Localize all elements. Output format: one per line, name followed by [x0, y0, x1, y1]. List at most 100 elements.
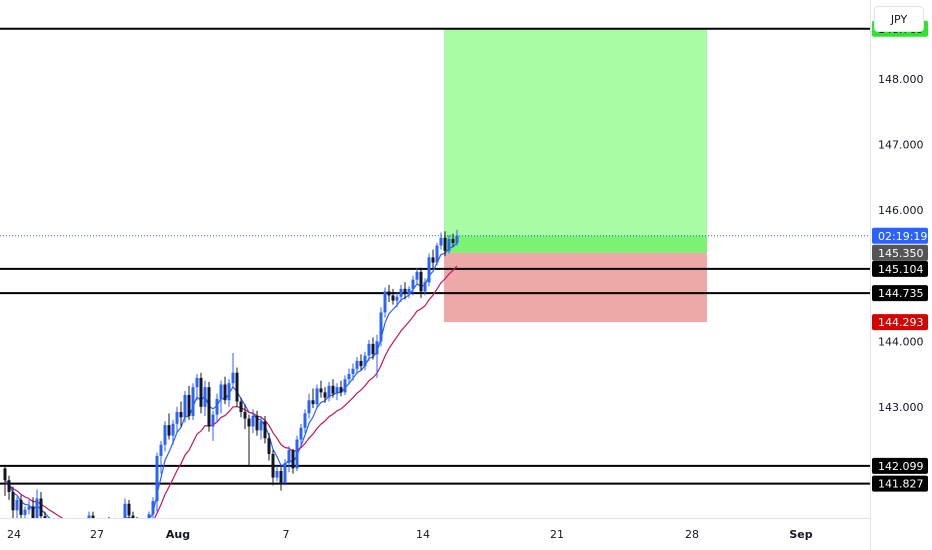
price-tag-level-bg: [872, 285, 928, 302]
candle-body: [231, 372, 235, 384]
candle-body: [195, 377, 199, 388]
candle-body: [339, 387, 343, 393]
price-tag-level-text: 142.099: [878, 460, 924, 473]
candle-body: [171, 423, 175, 436]
candle-body: [187, 394, 191, 416]
candle-body: [167, 425, 171, 436]
candle: [271, 450, 275, 486]
position-zones: [444, 28, 707, 323]
candle-body: [235, 372, 239, 402]
time-tick-label: Sep: [789, 528, 812, 541]
candle: [203, 380, 207, 416]
candle: [391, 288, 395, 305]
candle: [455, 229, 459, 246]
candle: [251, 409, 255, 433]
candle: [263, 415, 267, 444]
candle-body: [299, 427, 303, 440]
candle: [127, 499, 131, 520]
candle: [383, 287, 387, 318]
candle-body: [175, 412, 179, 424]
candle: [419, 269, 423, 299]
candle-body: [7, 480, 11, 492]
candle-body: [263, 421, 267, 439]
candle: [331, 379, 335, 398]
time-tick-label: 21: [550, 528, 564, 541]
candle-body: [123, 503, 127, 525]
candle-body: [387, 291, 391, 296]
price-tick-label: 144.000: [878, 335, 924, 348]
candle-body: [283, 463, 287, 483]
candle: [259, 415, 263, 440]
candle: [299, 423, 303, 447]
candle: [423, 278, 427, 296]
candle-body: [319, 388, 323, 393]
candle-body: [347, 374, 351, 380]
candle-body: [19, 499, 23, 515]
candle: [179, 401, 183, 427]
candle: [351, 363, 355, 381]
candle: [227, 379, 231, 407]
candle-body: [351, 368, 355, 375]
candle-body: [355, 360, 359, 369]
candle: [191, 383, 195, 420]
candle-body: [227, 383, 231, 401]
candle-body: [159, 444, 163, 456]
candle-body: [359, 360, 363, 367]
candle-body: [155, 455, 159, 502]
stop-loss-zone: [444, 252, 707, 323]
ema-slow-line: [4, 265, 458, 529]
candle: [291, 448, 295, 474]
time-tick-label: 7: [283, 528, 290, 541]
candle-body: [3, 468, 7, 481]
candle: [275, 465, 279, 482]
candle: [159, 440, 163, 474]
candle: [287, 446, 291, 473]
candle: [199, 372, 203, 414]
candle-body: [275, 470, 279, 478]
candle: [19, 495, 23, 520]
price-tag-level-bg: [872, 260, 928, 277]
candle-body: [415, 271, 419, 280]
price-tag-sl-text: 144.293: [878, 316, 924, 329]
candle-body: [383, 291, 387, 313]
candle-body: [419, 271, 423, 292]
candle: [239, 397, 243, 418]
candle: [215, 393, 219, 422]
candle: [255, 410, 259, 436]
candle-body: [199, 377, 203, 407]
candle: [211, 410, 215, 441]
candle: [359, 354, 363, 371]
candle: [15, 496, 19, 520]
candle: [183, 391, 187, 423]
candle-body: [439, 237, 443, 246]
currency-button[interactable]: JPY: [874, 6, 924, 32]
horizontal-levels: [0, 27, 870, 485]
candle-body: [27, 506, 31, 510]
candle-body: [203, 387, 207, 407]
candle-body: [179, 412, 183, 418]
candle-body: [35, 498, 39, 519]
candle-body: [431, 257, 435, 263]
candle-body: [311, 400, 315, 405]
time-axis: 24 27 Aug 7 14 21 28 Sep: [0, 518, 870, 550]
candle-body: [395, 296, 399, 301]
candle: [407, 286, 411, 299]
candle-body: [279, 470, 283, 483]
candle: [223, 376, 227, 405]
price-tag-level-text: 144.735: [878, 287, 924, 300]
candle: [443, 231, 447, 257]
candle: [379, 307, 383, 347]
candle-body: [271, 453, 275, 478]
time-tick-label: 14: [416, 528, 430, 541]
time-axis-panel: [0, 518, 870, 550]
candle: [243, 404, 247, 430]
candle: [283, 459, 287, 486]
candle: [151, 497, 155, 519]
time-tick-label: Aug: [166, 528, 190, 541]
candle: [319, 380, 323, 398]
candle-body: [191, 387, 195, 416]
countdown-tag-text: 02:19:19: [878, 230, 927, 243]
candle: [403, 282, 407, 300]
